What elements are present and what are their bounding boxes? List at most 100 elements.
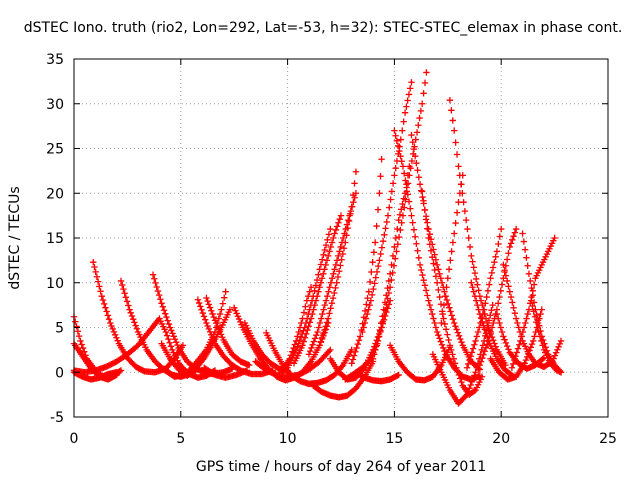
data-point bbox=[393, 248, 400, 255]
data-point bbox=[111, 331, 119, 338]
data-point bbox=[523, 315, 530, 322]
data-point bbox=[309, 310, 316, 318]
data-point bbox=[462, 216, 470, 224]
data-point bbox=[463, 364, 471, 371]
data-point bbox=[335, 219, 342, 226]
data-point bbox=[509, 236, 516, 243]
data-point bbox=[467, 381, 474, 389]
data-point bbox=[199, 309, 206, 317]
data-point bbox=[477, 314, 485, 322]
data-point bbox=[215, 315, 223, 322]
data-point bbox=[327, 305, 334, 312]
data-point bbox=[379, 318, 387, 325]
data-point bbox=[378, 324, 385, 331]
data-point bbox=[155, 291, 163, 299]
data-point bbox=[325, 288, 332, 295]
data-point bbox=[497, 287, 504, 295]
data-point bbox=[360, 324, 367, 331]
data-point bbox=[467, 353, 474, 360]
data-point bbox=[441, 347, 448, 355]
data-point bbox=[418, 187, 425, 194]
data-point bbox=[402, 196, 409, 203]
data-point bbox=[339, 234, 347, 242]
data-point bbox=[454, 329, 462, 336]
data-point bbox=[378, 156, 385, 163]
data-point bbox=[209, 334, 216, 341]
data-point bbox=[489, 301, 496, 309]
data-point bbox=[197, 303, 204, 310]
data-point bbox=[378, 244, 386, 251]
data-point bbox=[226, 306, 234, 313]
data-point bbox=[437, 338, 444, 345]
data-point bbox=[93, 273, 101, 280]
data-point bbox=[520, 238, 528, 245]
data-point bbox=[333, 279, 340, 286]
data-point bbox=[506, 288, 513, 295]
data-point bbox=[166, 339, 173, 346]
data-point bbox=[401, 109, 409, 116]
data-point bbox=[401, 204, 408, 211]
data-point bbox=[371, 351, 378, 358]
data-point bbox=[458, 181, 465, 188]
data-point bbox=[430, 315, 437, 322]
data-point bbox=[475, 306, 482, 313]
data-point bbox=[440, 301, 448, 309]
data-point bbox=[113, 369, 120, 376]
data-point bbox=[99, 296, 107, 304]
data-point bbox=[296, 337, 304, 344]
data-point bbox=[331, 289, 338, 297]
data-point bbox=[476, 310, 484, 318]
data-point bbox=[395, 233, 403, 241]
data-point bbox=[451, 127, 458, 134]
data-point bbox=[129, 315, 137, 323]
data-point bbox=[462, 392, 470, 400]
data-point bbox=[335, 252, 342, 260]
data-point bbox=[554, 346, 561, 353]
data-point bbox=[528, 340, 536, 348]
data-point bbox=[338, 363, 346, 370]
data-point bbox=[495, 315, 502, 322]
data-point bbox=[157, 296, 164, 303]
tick-labels: 0 5 10 15 20 25 -5 0 5 10 15 20 25 30 35 bbox=[46, 52, 617, 447]
data-point bbox=[205, 301, 213, 308]
data-point bbox=[396, 147, 403, 155]
data-point bbox=[320, 270, 327, 277]
data-point bbox=[233, 310, 240, 317]
data-point bbox=[472, 337, 479, 345]
data-point bbox=[338, 256, 345, 263]
data-point bbox=[476, 324, 483, 331]
data-point bbox=[98, 292, 105, 300]
data-point bbox=[245, 361, 253, 369]
data-point bbox=[92, 268, 99, 276]
data-point bbox=[413, 160, 420, 167]
data-series bbox=[70, 369, 120, 383]
data-point bbox=[387, 196, 394, 203]
data-point bbox=[350, 352, 358, 359]
data-point bbox=[377, 250, 384, 258]
data-point bbox=[370, 249, 378, 256]
data-point bbox=[429, 310, 436, 318]
data-point bbox=[469, 284, 476, 291]
data-point bbox=[472, 369, 479, 376]
data-point bbox=[493, 310, 501, 318]
data-point bbox=[332, 284, 339, 292]
data-point bbox=[132, 322, 139, 329]
data-point bbox=[109, 325, 116, 333]
data-point bbox=[449, 315, 457, 323]
data-point bbox=[305, 351, 313, 358]
data-point bbox=[448, 346, 455, 354]
data-point bbox=[557, 369, 565, 376]
data-point bbox=[295, 328, 302, 336]
data-point bbox=[489, 264, 497, 271]
data-point bbox=[334, 273, 342, 281]
data-point bbox=[468, 252, 475, 260]
data-point bbox=[321, 301, 329, 309]
data-point bbox=[500, 333, 507, 340]
data-series bbox=[408, 131, 484, 373]
data-point bbox=[320, 330, 327, 338]
data-point bbox=[179, 342, 187, 349]
data-series bbox=[352, 369, 402, 385]
data-point bbox=[465, 360, 472, 368]
data-point bbox=[355, 337, 363, 344]
data-point bbox=[403, 184, 410, 191]
